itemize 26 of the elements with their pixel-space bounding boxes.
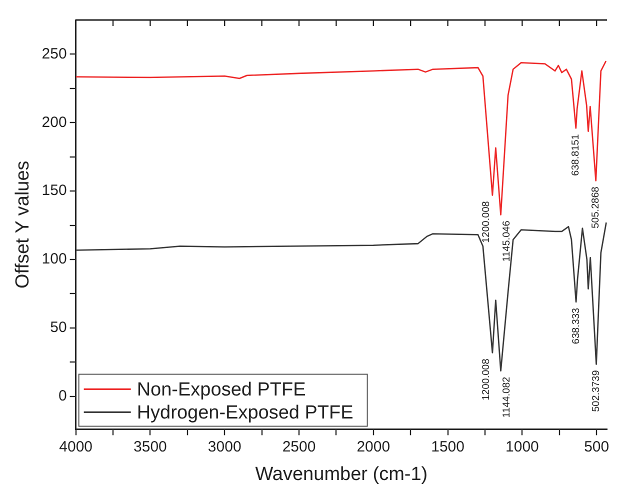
y-tick-label: 200 bbox=[42, 114, 67, 131]
y-tick-label: 0 bbox=[58, 387, 67, 404]
annotation: 1200.008 bbox=[481, 358, 492, 400]
x-axis-title: Wavenumber (cm-1) bbox=[255, 464, 428, 485]
y-tick-label: 50 bbox=[50, 319, 67, 336]
x-tick-label: 2000 bbox=[356, 438, 390, 456]
y-axis-title: Offset Y values bbox=[12, 160, 34, 289]
annotation: 638.333 bbox=[570, 307, 582, 344]
annotation: 502.3739 bbox=[590, 370, 602, 412]
annotation: 1200.008 bbox=[481, 200, 492, 243]
legend-label: Non-Exposed PTFE bbox=[136, 379, 306, 400]
y-tick-label: 250 bbox=[42, 45, 67, 62]
x-tick-label: 3000 bbox=[208, 438, 242, 456]
annotation: 638.8151 bbox=[570, 134, 582, 176]
x-tick-label: 3500 bbox=[134, 438, 167, 456]
y-tick-label: 150 bbox=[42, 182, 67, 200]
y-tick-label: 100 bbox=[42, 250, 67, 268]
x-tick-label: 4000 bbox=[59, 438, 93, 456]
x-tick-label: 500 bbox=[584, 438, 610, 456]
x-tick-label: 2500 bbox=[282, 438, 316, 456]
annotation: 1144.082 bbox=[502, 376, 513, 418]
annotation: 505.2868 bbox=[590, 186, 602, 228]
legend-label: Hydrogen-Exposed PTFE bbox=[136, 402, 354, 424]
x-tick-label: 1500 bbox=[431, 438, 464, 456]
x-tick-label: 1000 bbox=[506, 438, 539, 456]
annotation: 1145.046 bbox=[501, 220, 512, 262]
